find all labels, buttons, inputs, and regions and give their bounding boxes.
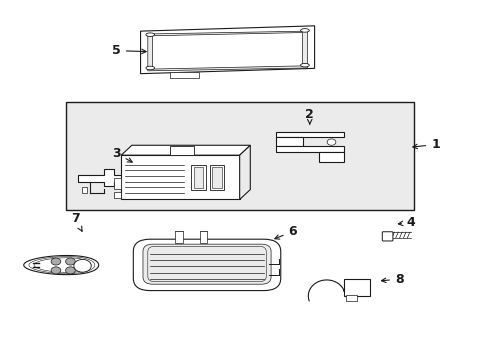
Polygon shape xyxy=(239,145,250,199)
Bar xyxy=(191,165,205,190)
Circle shape xyxy=(65,267,75,274)
Text: 5: 5 xyxy=(112,44,146,57)
Text: 6: 6 xyxy=(274,225,297,239)
Polygon shape xyxy=(275,146,343,152)
Bar xyxy=(193,167,203,188)
Polygon shape xyxy=(169,72,198,78)
Text: 1: 1 xyxy=(412,138,439,151)
Text: 3: 3 xyxy=(112,147,132,162)
Polygon shape xyxy=(81,187,87,193)
Ellipse shape xyxy=(326,139,335,145)
Polygon shape xyxy=(175,231,183,243)
Text: 8: 8 xyxy=(381,273,403,286)
Polygon shape xyxy=(152,32,302,69)
Circle shape xyxy=(65,258,75,265)
Polygon shape xyxy=(199,231,207,243)
Polygon shape xyxy=(114,178,121,189)
FancyBboxPatch shape xyxy=(133,239,280,291)
Bar xyxy=(212,167,222,188)
Circle shape xyxy=(51,267,61,274)
Polygon shape xyxy=(24,256,99,275)
Bar xyxy=(169,146,193,155)
Polygon shape xyxy=(140,26,314,74)
Text: 2: 2 xyxy=(305,108,313,124)
Ellipse shape xyxy=(145,66,154,70)
Ellipse shape xyxy=(300,63,308,67)
FancyBboxPatch shape xyxy=(142,244,270,284)
Polygon shape xyxy=(121,145,250,155)
Polygon shape xyxy=(114,192,121,198)
Circle shape xyxy=(51,258,61,265)
Polygon shape xyxy=(275,132,343,138)
Polygon shape xyxy=(319,152,343,162)
Polygon shape xyxy=(147,31,307,71)
Ellipse shape xyxy=(145,33,154,36)
Text: 4: 4 xyxy=(398,216,415,229)
Bar xyxy=(343,279,369,296)
FancyBboxPatch shape xyxy=(382,232,392,241)
Bar xyxy=(209,165,224,190)
Bar xyxy=(65,102,413,210)
Circle shape xyxy=(74,260,91,272)
Polygon shape xyxy=(275,138,302,146)
Polygon shape xyxy=(78,169,123,186)
Text: 7: 7 xyxy=(71,212,82,231)
Polygon shape xyxy=(121,155,239,199)
Bar xyxy=(346,295,356,301)
Ellipse shape xyxy=(300,29,308,32)
